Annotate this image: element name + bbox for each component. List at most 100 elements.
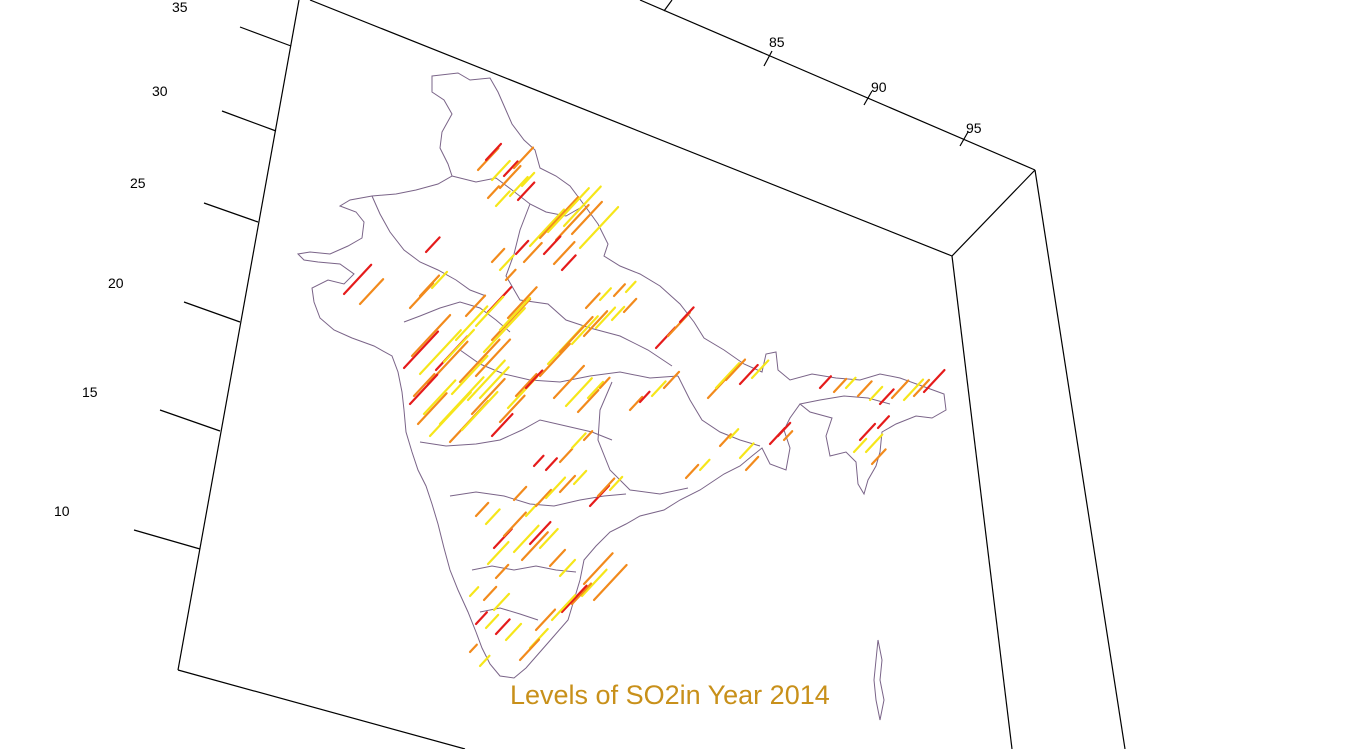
longitude-tick-label: 85 — [769, 34, 785, 50]
so2-spike — [460, 390, 499, 432]
so2-spike — [576, 389, 600, 414]
so2-spike — [890, 379, 910, 400]
so2-spike — [538, 527, 559, 550]
so2-spike — [624, 280, 637, 294]
so2-spike — [560, 584, 588, 614]
so2-spike — [744, 455, 760, 472]
so2-spike — [852, 437, 868, 454]
so2-spike — [430, 270, 449, 290]
so2-spike — [490, 413, 514, 438]
so2-spike — [512, 485, 528, 502]
latitude-axis: 35 30 25 20 15 10 — [54, 0, 292, 550]
longitude-tick-mark — [959, 131, 969, 147]
so2-spike — [844, 376, 857, 390]
so2-spike — [622, 297, 638, 314]
so2-spike — [498, 165, 522, 190]
so2-spike — [512, 146, 535, 170]
so2-spike — [582, 310, 609, 338]
so2-spike — [724, 358, 747, 382]
latitude-tick-label: 10 — [54, 503, 70, 519]
longitude-tick-label: 95 — [966, 120, 982, 136]
so2-spike — [570, 200, 604, 236]
so2-spike — [532, 454, 545, 468]
so2-spike — [738, 363, 759, 386]
so2-spike — [678, 306, 695, 324]
state-boundary-rajasthan — [371, 195, 487, 297]
latitude-tick-mark — [183, 301, 241, 323]
so2-spike — [518, 638, 541, 662]
so2-spike — [410, 314, 452, 358]
frame-back-diagonal — [951, 169, 1036, 257]
frame-far-top-edge — [639, 0, 1036, 171]
so2-spike — [516, 181, 536, 202]
so2-spike — [486, 185, 500, 200]
so2-spike — [698, 458, 711, 472]
so2-spike — [870, 448, 887, 466]
so2-spike — [564, 377, 593, 408]
longitude-tick-mark — [763, 50, 773, 67]
so2-spike — [650, 380, 667, 398]
longitude-tick-mark — [863, 90, 873, 106]
so2-spike — [418, 274, 441, 298]
so2-spike — [560, 254, 577, 272]
frame-left-edge — [177, 0, 300, 671]
so2-spike — [512, 524, 540, 554]
so2-spike — [474, 295, 505, 328]
state-boundary-east — [677, 375, 761, 447]
so2-spike — [424, 236, 441, 254]
so2-spike — [554, 203, 590, 242]
state-boundary-up — [505, 203, 673, 367]
so2-spike — [482, 307, 526, 354]
so2-spike — [818, 375, 833, 390]
so2-spike — [902, 378, 925, 402]
state-boundary-mp — [459, 349, 679, 383]
so2-spike — [542, 235, 562, 256]
so2-spike — [494, 563, 510, 580]
so2-spike — [596, 477, 616, 498]
so2-spike — [528, 208, 566, 248]
so2-spike — [538, 342, 572, 378]
box-frame — [177, 0, 1126, 749]
frame-right-back-edge — [1034, 169, 1126, 749]
so2-spike — [718, 433, 733, 448]
so2-spike — [514, 239, 530, 256]
so2-spikes — [342, 142, 946, 668]
latitude-tick-label: 25 — [130, 175, 146, 191]
so2-spike — [498, 254, 515, 272]
so2-spike — [504, 622, 523, 642]
so2-spike — [412, 373, 436, 398]
india-outer-boundary — [296, 72, 947, 679]
so2-spike — [552, 364, 586, 400]
so2-spike — [558, 558, 577, 578]
so2-spike — [484, 508, 501, 526]
so2-spike — [490, 159, 511, 182]
so2-spike — [498, 394, 526, 424]
so2-spike — [570, 315, 599, 346]
so2-spike — [728, 428, 740, 440]
so2-spike — [538, 196, 580, 240]
so2-spike — [578, 206, 620, 250]
so2-spike — [534, 488, 553, 508]
so2-spike — [876, 415, 891, 430]
so2-spike — [638, 390, 651, 404]
latitude-tick-mark — [159, 409, 221, 432]
india-boundary — [296, 72, 947, 721]
so2-spike — [498, 296, 532, 332]
frame-right-front-edge — [951, 255, 1013, 749]
so2-spike — [482, 585, 498, 602]
so2-spike — [486, 540, 510, 566]
so2-spike — [504, 268, 517, 282]
so2-spike — [858, 422, 877, 442]
so2-spike — [584, 292, 601, 310]
so2-spike — [522, 241, 543, 264]
latitude-tick-mark — [203, 202, 259, 223]
so2-spike — [534, 608, 557, 632]
andaman-islands — [873, 639, 885, 721]
so2-spike — [502, 160, 519, 178]
so2-spike — [592, 563, 628, 602]
so2-spike — [750, 359, 770, 380]
so2-spike — [416, 392, 448, 426]
longitude-tick-label: 90 — [871, 79, 887, 95]
so2-spike — [868, 385, 884, 402]
